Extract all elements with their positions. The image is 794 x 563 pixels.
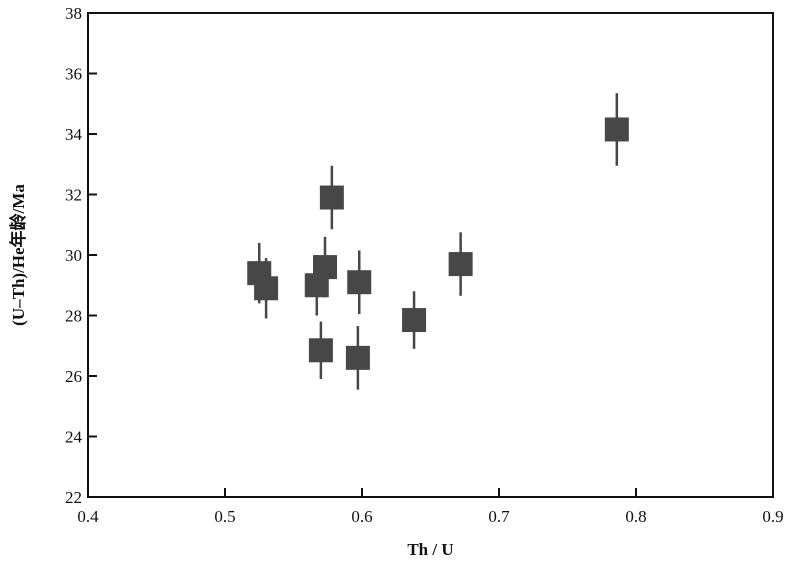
x-tick-label: 0.5 xyxy=(214,507,235,526)
x-tick-label: 0.7 xyxy=(488,507,510,526)
data-point-marker xyxy=(402,308,427,333)
y-tick-label: 36 xyxy=(65,65,82,84)
ticks-layer: 0.4 0.5 0.6 0.7 0.8 0.9 22 24 26 28 30 32 34 36 38 xyxy=(65,4,784,526)
data-point-marker xyxy=(254,276,279,301)
data-point-marker xyxy=(313,255,338,280)
data-point-marker xyxy=(604,117,629,142)
x-tick-label: 0.9 xyxy=(762,507,783,526)
x-tick-label: 0.6 xyxy=(351,507,372,526)
data-point-marker xyxy=(347,270,372,295)
x-axis-title: Th / U xyxy=(407,540,453,559)
y-tick-label: 24 xyxy=(65,428,83,447)
y-axis-title: (U–Th)/He年龄/Ma xyxy=(8,184,28,326)
x-tick-label: 0.4 xyxy=(77,507,99,526)
data-point-marker xyxy=(319,185,344,210)
y-tick-label: 22 xyxy=(65,488,82,507)
y-tick-label: 26 xyxy=(65,367,82,386)
plot-area-frame xyxy=(87,12,774,498)
y-tick-label: 38 xyxy=(65,4,82,23)
x-tick-label: 0.8 xyxy=(625,507,646,526)
points-layer xyxy=(247,93,629,390)
y-tick-label: 34 xyxy=(65,125,83,144)
y-tick-label: 28 xyxy=(65,307,82,326)
y-tick-label: 32 xyxy=(65,186,82,205)
data-point-marker xyxy=(308,338,333,363)
data-point-marker xyxy=(448,252,473,277)
data-point-marker xyxy=(345,345,370,370)
y-tick-label: 30 xyxy=(65,246,82,265)
